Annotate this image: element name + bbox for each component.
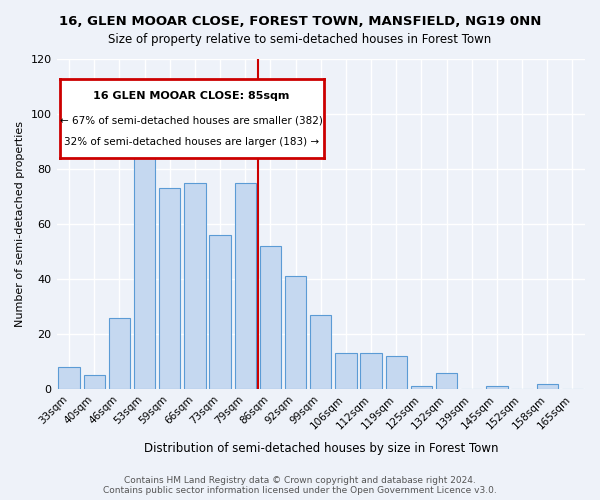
Bar (83, 376, 105, 389)
Bar (235, 183, 256, 389)
Bar (386, 356, 407, 389)
Bar (361, 354, 382, 389)
Bar (411, 386, 432, 389)
Bar (159, 188, 181, 389)
Bar (436, 372, 457, 389)
Bar (335, 354, 356, 389)
Bar (209, 235, 231, 389)
Bar (109, 318, 130, 389)
Bar (58, 367, 80, 389)
Bar (134, 139, 155, 389)
Bar (536, 384, 558, 389)
Bar (486, 386, 508, 389)
Bar (184, 183, 206, 389)
Text: Contains HM Land Registry data © Crown copyright and database right 2024.: Contains HM Land Registry data © Crown c… (124, 476, 476, 485)
X-axis label: Distribution of semi-detached houses by size in Forest Town: Distribution of semi-detached houses by … (143, 442, 498, 455)
Text: ← 67% of semi-detached houses are smaller (382): ← 67% of semi-detached houses are smalle… (60, 115, 323, 125)
Text: Size of property relative to semi-detached houses in Forest Town: Size of property relative to semi-detach… (109, 32, 491, 46)
Bar (285, 276, 307, 389)
Text: 16, GLEN MOOAR CLOSE, FOREST TOWN, MANSFIELD, NG19 0NN: 16, GLEN MOOAR CLOSE, FOREST TOWN, MANSF… (59, 15, 541, 28)
Bar (260, 246, 281, 389)
Text: 32% of semi-detached houses are larger (183) →: 32% of semi-detached houses are larger (… (64, 137, 319, 147)
Y-axis label: Number of semi-detached properties: Number of semi-detached properties (15, 121, 25, 327)
Bar (310, 315, 331, 389)
Text: Contains public sector information licensed under the Open Government Licence v3: Contains public sector information licen… (103, 486, 497, 495)
Text: 16 GLEN MOOAR CLOSE: 85sqm: 16 GLEN MOOAR CLOSE: 85sqm (94, 91, 290, 101)
